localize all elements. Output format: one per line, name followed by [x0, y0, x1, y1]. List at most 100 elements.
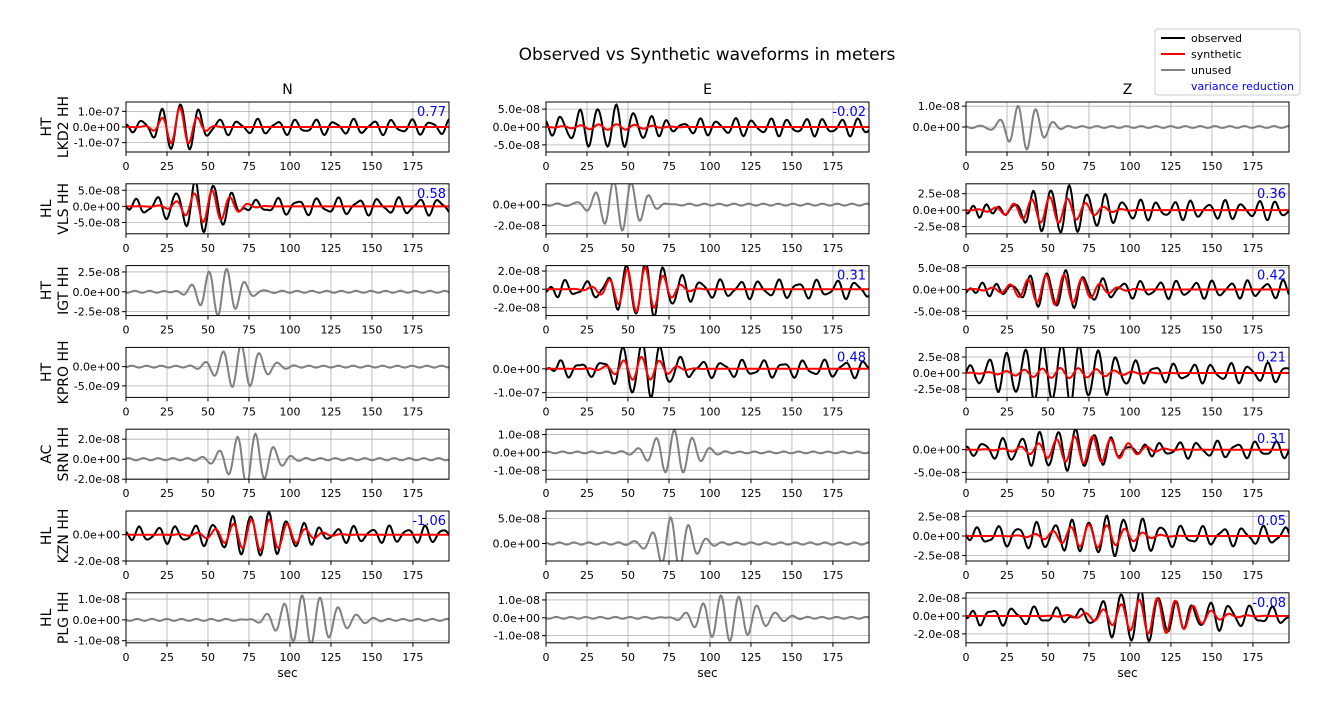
x-axis-label: sec [1117, 666, 1137, 680]
panel-frame [545, 346, 870, 398]
x-tick-label: 125 [740, 487, 761, 500]
x-tick-label: 175 [402, 242, 423, 255]
x-tick-label: 175 [1242, 324, 1263, 337]
x-tick-label: 50 [621, 160, 635, 173]
x-tick-label: 0 [963, 487, 970, 500]
y-tick-label: 5.0e-08 [78, 184, 120, 197]
x-tick-label: 150 [1201, 487, 1222, 500]
x-tick-label: 25 [160, 242, 174, 255]
panel-4-n: 0 25 50 75 100 125 150 175 2.0e-08 0.0e+00 -2.0e-0… [73, 428, 450, 500]
y-tick-label: -1.0e-08 [494, 464, 540, 477]
x-tick-label: 175 [402, 324, 423, 337]
x-tick-label: 50 [1041, 487, 1055, 500]
x-tick-label: 100 [279, 651, 300, 664]
x-tick-label: 50 [1041, 405, 1055, 418]
panel-frame [545, 510, 870, 562]
synthetic-trace [966, 195, 1289, 225]
x-tick-label: 175 [1242, 242, 1263, 255]
panel-3-e: 0 25 50 75 100 125 150 175 0.0e+00 -1.0e-07 0.48 [493, 346, 870, 418]
x-tick-label: 175 [402, 651, 423, 664]
station-code: SRN HH [56, 427, 72, 482]
unused-trace [126, 594, 449, 643]
synthetic-trace [966, 435, 1289, 465]
x-tick-label: 0 [123, 487, 130, 500]
y-tick-label: 0.0e+00 [913, 444, 960, 457]
y-tick-label: 2.5e-08 [918, 188, 960, 201]
x-tick-label: 75 [662, 242, 676, 255]
legend: observed synthetic unused variance reductio… [1154, 28, 1301, 96]
y-tick-label: -2.0e-08 [74, 555, 120, 568]
unused-trace [546, 429, 869, 474]
y-tick-label: -2.5e-08 [914, 221, 960, 234]
y-tick-label: -1.0e-07 [74, 137, 120, 150]
station-label: HL VLS HH [39, 183, 72, 235]
panel-0-z: 0 25 50 75 100 125 150 175 1.0e-08 0.0e+00 [913, 100, 1290, 173]
panel-6-z: 0 25 50 75 100 125 150 175 2.0e-08 0.0e+00 -2.0e-0… [913, 592, 1290, 664]
x-tick-label: 50 [1041, 242, 1055, 255]
y-tick-label: 0.0e+00 [913, 367, 960, 380]
x-tick-label: 50 [201, 651, 215, 664]
x-tick-label: 25 [580, 487, 594, 500]
x-tick-label: 75 [662, 487, 676, 500]
y-tick-label: 0.0e+00 [493, 199, 540, 212]
panel-frame [125, 510, 450, 562]
x-tick-label: 125 [1160, 160, 1181, 173]
y-tick-label: 0.0e+00 [73, 286, 120, 299]
y-tick-label: 0.0e+00 [73, 361, 120, 374]
panel-2-n: 0 25 50 75 100 125 150 175 2.5e-08 0.0e+00 -2.5e-0… [73, 265, 450, 337]
x-tick-label: 175 [402, 569, 423, 582]
panel-0-e: 0 25 50 75 100 125 150 175 5.0e-08 0.0e+00 -5.0e-0… [493, 101, 870, 173]
x-tick-label: 150 [781, 569, 802, 582]
y-tick-label: 1.0e-08 [498, 594, 540, 607]
x-tick-label: 125 [740, 160, 761, 173]
y-tick-label: 2.5e-08 [918, 510, 960, 523]
y-tick-label: 0.0e+00 [493, 363, 540, 376]
x-tick-label: 25 [160, 569, 174, 582]
station-label: HL PLG HH [39, 591, 72, 644]
x-tick-label: 25 [580, 242, 594, 255]
observed-trace [966, 429, 1289, 472]
station-code: KZN HH [56, 509, 72, 564]
y-tick-label: 0.0e+00 [493, 283, 540, 296]
variance-reduction-label: 0.48 [837, 350, 866, 365]
x-tick-label: 50 [201, 569, 215, 582]
x-tick-label: 175 [822, 160, 843, 173]
x-tick-label: 75 [242, 569, 256, 582]
x-tick-label: 150 [361, 487, 382, 500]
panel-grid: 0 25 50 75 100 125 150 175 1.0e-07 0.0e+00 -1.0e-0… [73, 100, 1290, 664]
x-tick-label: 125 [740, 405, 761, 418]
x-axis-label: sec [697, 666, 717, 680]
panel-5-z: 0 25 50 75 100 125 150 175 2.5e-08 0.0e+00 -2.5e-0… [913, 510, 1290, 582]
x-tick-label: 0 [543, 405, 550, 418]
x-tick-label: 50 [201, 405, 215, 418]
synthetic-trace [546, 355, 869, 381]
x-tick-label: 75 [1082, 651, 1096, 664]
station-label: HL KZN HH [39, 509, 72, 564]
x-tick-label: 150 [361, 405, 382, 418]
x-tick-label: 125 [1160, 405, 1181, 418]
panel-3-z: 0 25 50 75 100 125 150 175 2.5e-08 0.0e+00 -2.5e-0… [913, 346, 1290, 418]
x-tick-label: 125 [740, 242, 761, 255]
x-tick-label: 25 [580, 405, 594, 418]
x-tick-label: 125 [320, 405, 341, 418]
synthetic-trace [126, 106, 449, 145]
x-tick-label: 0 [123, 651, 130, 664]
y-tick-label: 0.0e+00 [493, 121, 540, 134]
station-network: HL [39, 527, 55, 546]
unused-trace [126, 432, 449, 480]
station-label: HT LKD2 HH [39, 96, 72, 158]
x-tick-label: 175 [402, 405, 423, 418]
y-tick-label: -2.0e-08 [494, 301, 540, 314]
y-tick-label: 1.0e-08 [918, 100, 960, 113]
y-tick-label: 0.0e+00 [73, 529, 120, 542]
legend-entry: synthetic [1191, 48, 1242, 61]
x-tick-label: 150 [361, 160, 382, 173]
x-tick-label: 125 [1160, 324, 1181, 337]
variance-reduction-label: -1.06 [412, 514, 446, 529]
y-tick-label: -2.5e-08 [914, 383, 960, 396]
x-tick-label: 175 [822, 242, 843, 255]
component-title-z: Z [1123, 82, 1133, 98]
station-network: HL [39, 199, 55, 218]
x-tick-label: 100 [1119, 569, 1140, 582]
station-label: HT IGT HH [39, 266, 72, 315]
